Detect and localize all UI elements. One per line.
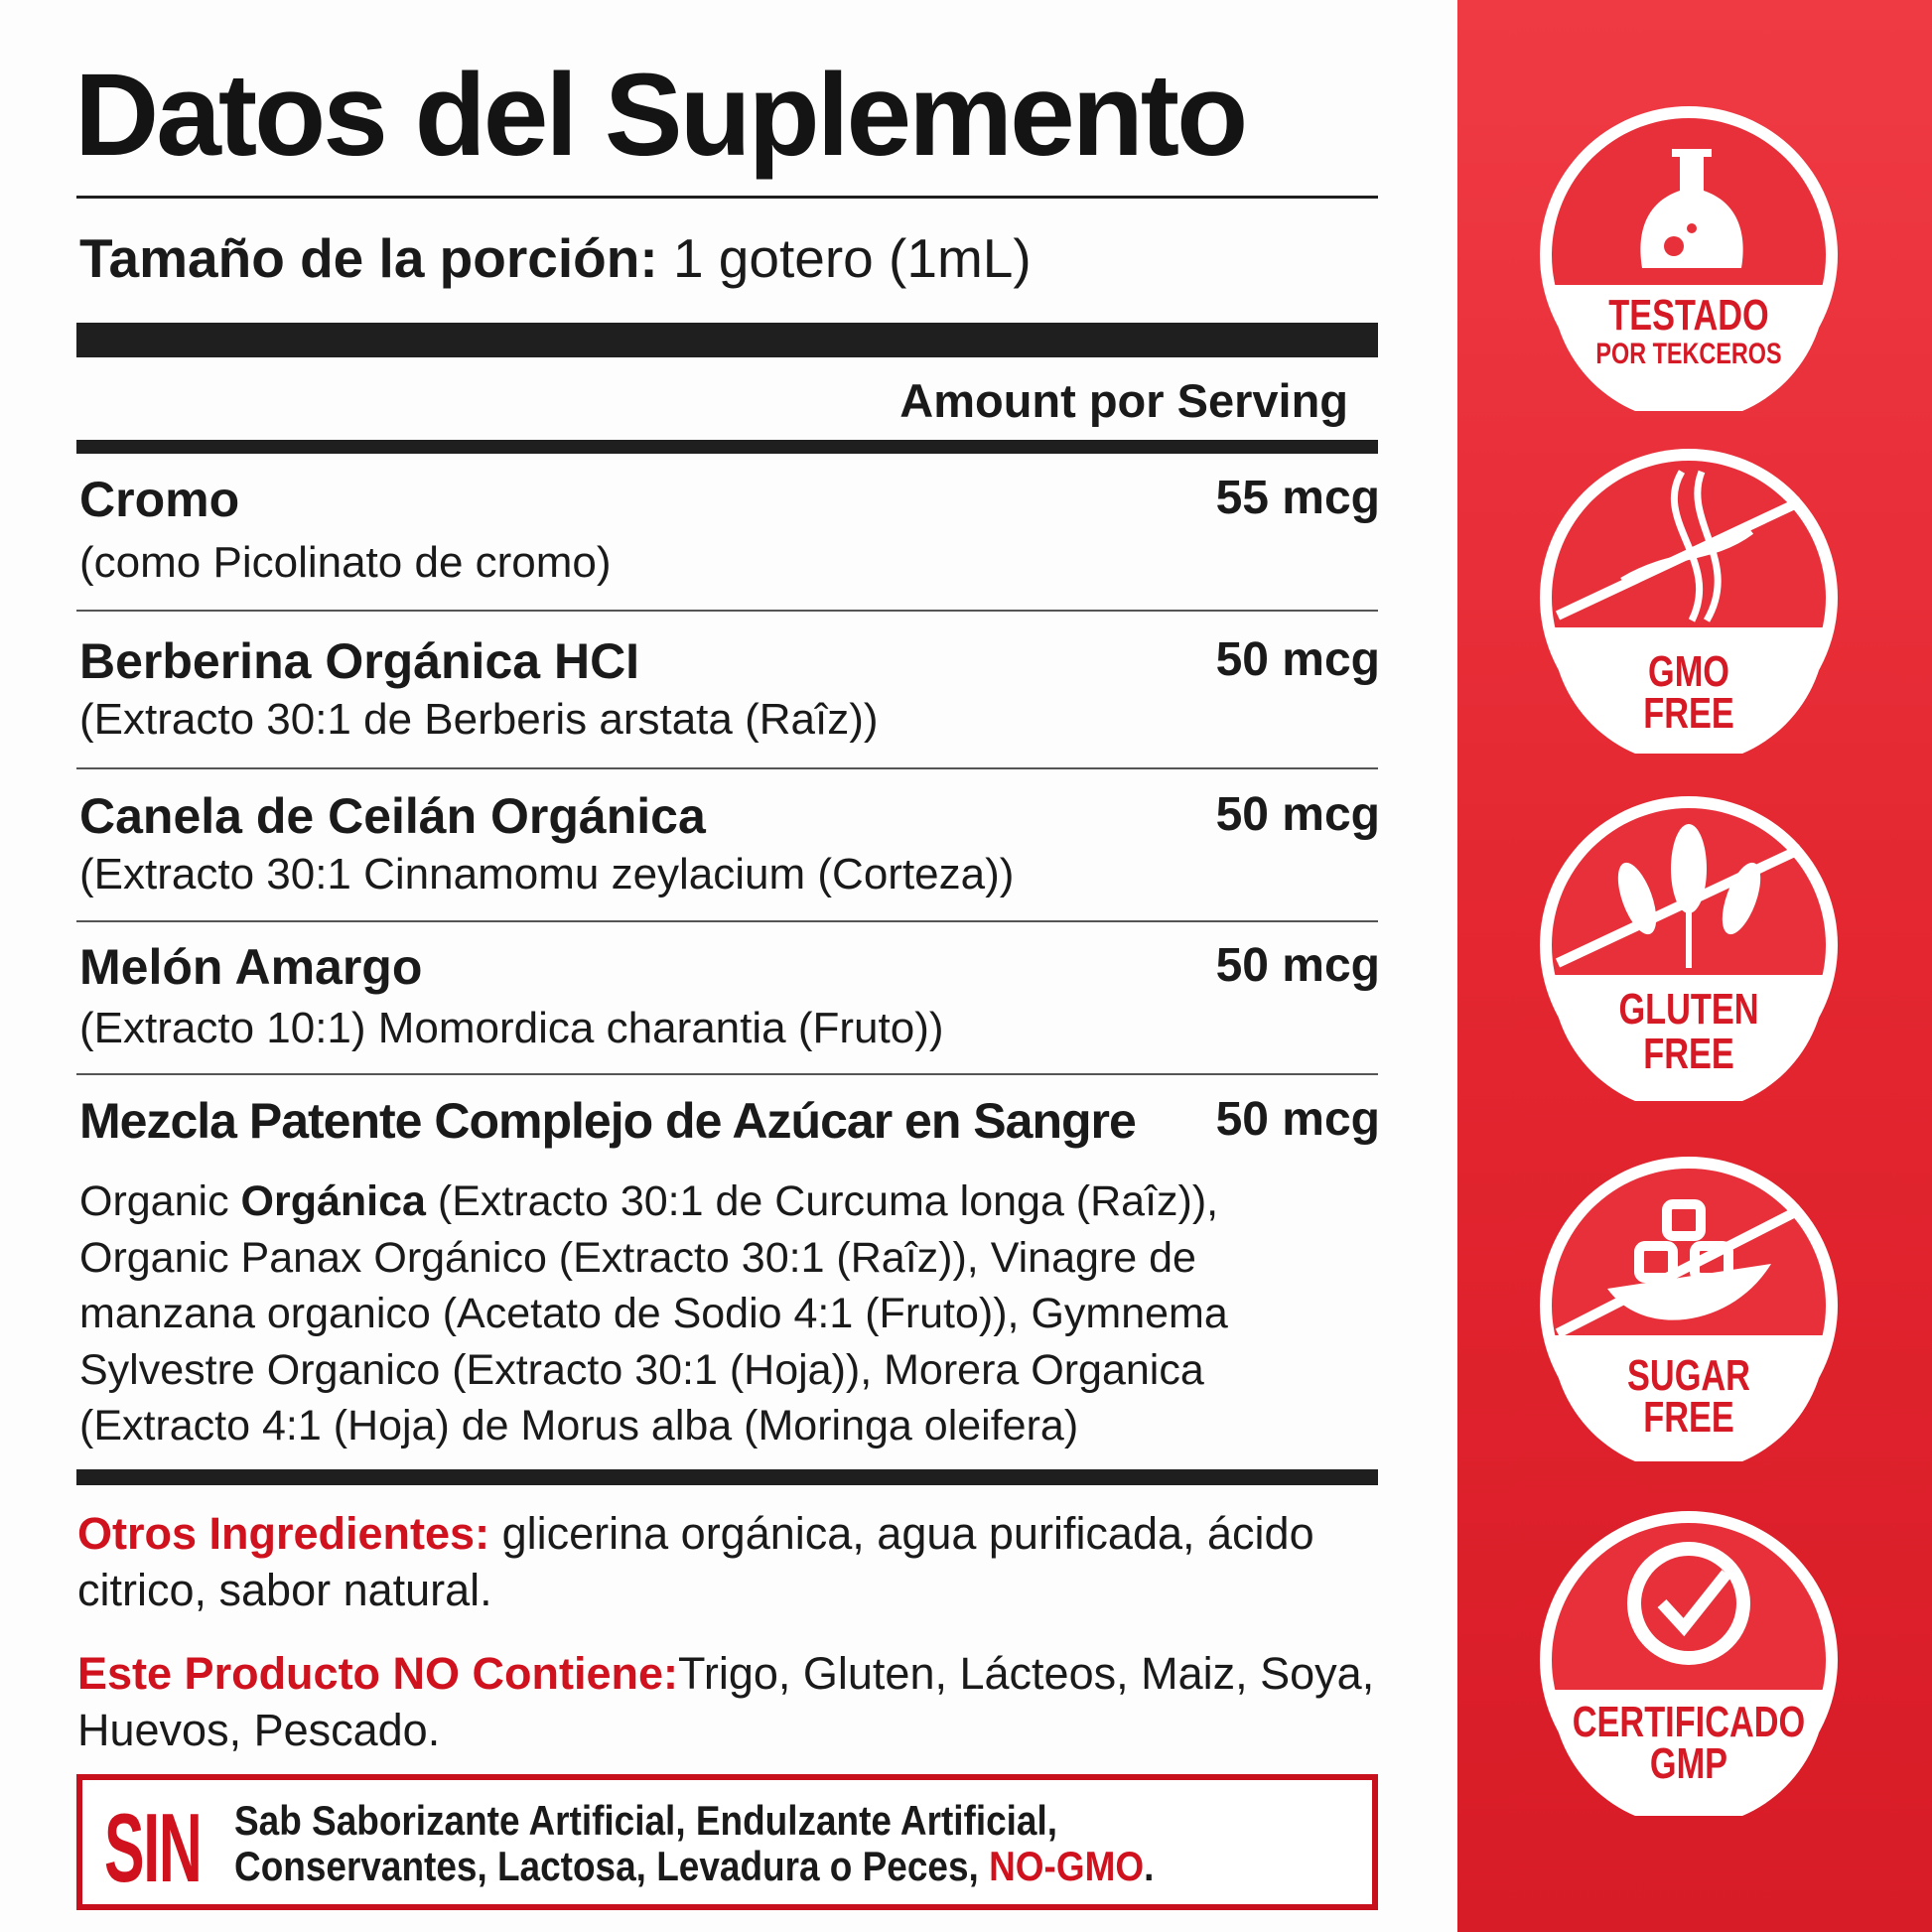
other-text: glicerina orgánica, agua purificada, áci… [77,1508,1314,1615]
badge-sugar-free: SUGAR FREE [1533,1150,1845,1472]
contains-not-text: Trigo, Gluten, Lácteos, Maiz, Soya, Huev… [77,1648,1375,1755]
badge-line2: FREE [1643,1393,1734,1442]
ingredient-name: Berberina Orgánica HCI [79,633,640,689]
divider-thick [76,323,1378,357]
ingredient-detail: (Extracto 30:1 Cinnamomu zeylacium (Cort… [79,850,1015,898]
serving-size: Tamaño de la porción: 1 gotero (1mL) [79,226,1032,290]
free-from-line2: Conservantes, Lactosa, Levadura o Peces,… [234,1844,1154,1889]
ingredient-name: Canela de Ceilán Orgánica [79,788,706,844]
divider-thick [76,1469,1378,1485]
divider [76,610,1378,612]
ingredient-name: Mezcla Patente Complejo de Azúcar en San… [79,1093,1137,1149]
ingredient-amount: 50 mcg [1215,788,1380,841]
badge-gmp-certified: CERTIFICADO GMP [1533,1504,1845,1827]
badge-line2: GMP [1649,1739,1728,1788]
ingredient-detail: (Extracto 10:1) Momordica charantia (Fru… [79,1004,944,1052]
no-gmo-highlight: NO-GMO [989,1843,1145,1889]
ingredient-name: Cromo [79,472,240,527]
divider [76,767,1378,769]
serving-label: Tamaño de la porción: [79,227,658,289]
dna-icon [1540,449,1838,764]
badge-line1: SUGAR [1627,1351,1750,1400]
serving-value: 1 gotero (1mL) [672,227,1032,289]
certification-panel: TESTADO POR TEKCEROS GMO FREE GLUTEN FRE… [1457,0,1932,1932]
divider [76,920,1378,922]
sugar-cubes-icon [1540,1157,1838,1472]
badge-line2: POR TEKCEROS [1595,338,1782,370]
amount-header: Amount por Serving [899,374,1348,427]
badge-line1: GLUTEN [1618,985,1759,1034]
free-from-box: SIN Sab Saborizante Artificial, Endulzan… [76,1774,1378,1910]
free-from-text: Sab Saborizante Artificial, Endulzante A… [234,1798,1154,1889]
blend-prefix: Organic [79,1177,241,1225]
badge-line1: TESTADO [1608,291,1769,340]
badge-third-party-tested: TESTADO POR TEKCEROS [1533,99,1845,422]
blend-description: Organic Orgánica (Extracto 30:1 de Curcu… [79,1173,1370,1454]
badge-line1: CERTIFICADO [1572,1698,1806,1746]
badge-gmo-free: GMO FREE [1533,442,1845,764]
badge-line1: GMO [1648,647,1729,696]
divider-thick [76,440,1378,454]
other-label: Otros Ingredientes: [77,1508,490,1559]
ingredient-amount: 50 mcg [1215,1093,1380,1146]
period: . [1144,1843,1155,1889]
flask-icon [1540,106,1838,422]
allergen-statement: Este Producto NO Contiene:Trigo, Gluten,… [77,1645,1388,1758]
sin-label: SIN [104,1793,203,1902]
ingredient-amount: 55 mcg [1215,472,1380,524]
divider [76,1073,1378,1075]
badge-gluten-free: GLUTEN FREE [1533,789,1845,1112]
ingredient-name: Melón Amargo [79,939,423,995]
page-title: Datos del Suplemento [74,50,1248,181]
blend-rest: (Extracto 30:1 de Curcuma longa (Raîz)),… [79,1177,1228,1449]
blend-bold: Orgánica [240,1177,426,1225]
badge-line2: FREE [1643,689,1734,738]
free-from-line1: Sab Saborizante Artificial, Endulzante A… [234,1797,1058,1844]
wheat-icon [1540,796,1838,1112]
ingredient-detail: (Extracto 30:1 de Berberis arstata (Raîz… [79,695,879,744]
ingredient-detail: (como Picolinato de cromo) [79,538,612,587]
divider [76,196,1378,199]
free-from-line2-text: Conservantes, Lactosa, Levadura o Peces, [234,1843,990,1889]
other-ingredients: Otros Ingredientes: glicerina orgánica, … [77,1505,1388,1618]
ingredient-amount: 50 mcg [1215,633,1380,686]
ingredient-amount: 50 mcg [1215,939,1380,992]
certified-check-icon [1540,1511,1838,1827]
badge-line2: FREE [1643,1030,1734,1078]
contains-not-label: Este Producto NO Contiene: [77,1648,679,1699]
